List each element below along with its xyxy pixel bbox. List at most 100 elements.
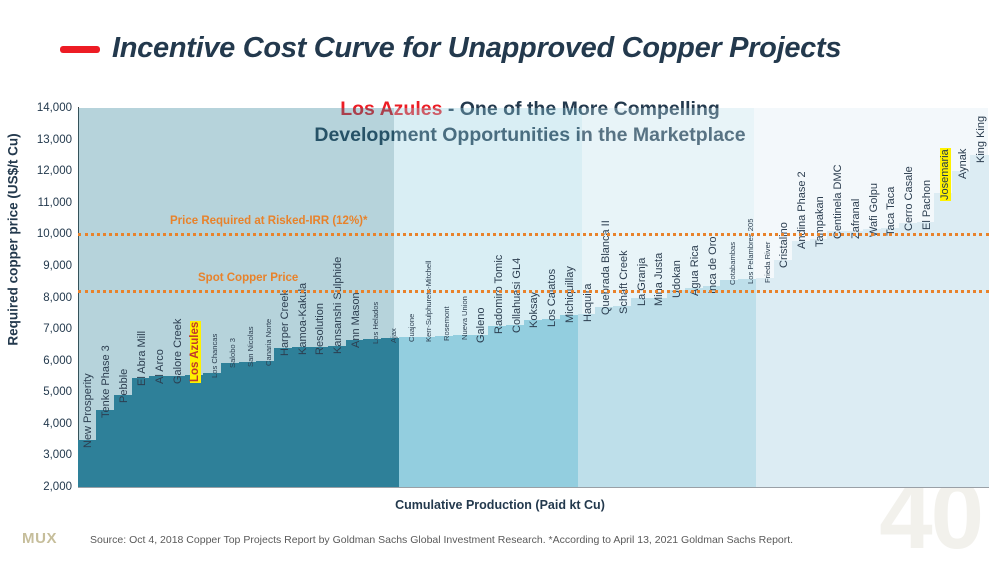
bar-segment[interactable] xyxy=(452,335,472,487)
bar-segment[interactable] xyxy=(292,347,311,487)
project-label: Radomiro Tomic xyxy=(492,254,505,334)
project-label: Resolution xyxy=(314,302,327,355)
bar-segment[interactable] xyxy=(274,348,293,487)
bar-segment[interactable] xyxy=(381,337,400,487)
bar-segment[interactable] xyxy=(541,318,561,487)
y-tick-label: 11,000 xyxy=(37,196,72,209)
bar-segment[interactable] xyxy=(863,228,882,487)
bar-segment[interactable] xyxy=(702,286,721,487)
project-label: Salobo 3 xyxy=(228,337,238,368)
bar-segment[interactable] xyxy=(506,325,525,487)
y-axis-ticks: 14,000 13,000 12,000 11,000 10,000 9,000 8,000… xyxy=(6,102,72,493)
bar-segment[interactable] xyxy=(898,223,918,487)
subtitle-line2: Development Opportunities in the Marketp… xyxy=(314,124,746,146)
bar-segment[interactable] xyxy=(488,325,507,487)
threshold-label: Spot Copper Price xyxy=(198,271,299,284)
project-label: New Prosperity xyxy=(82,373,95,448)
project-label: Cerro Casale xyxy=(903,166,916,232)
bar-segment[interactable] xyxy=(827,231,846,487)
project-label: Los Calatos xyxy=(546,268,559,327)
y-tick-label: 3,000 xyxy=(43,449,72,462)
bar-segment[interactable] xyxy=(78,439,97,487)
bar-segment[interactable] xyxy=(95,409,115,487)
y-tick-label: 10,000 xyxy=(36,228,72,241)
bar-segment[interactable] xyxy=(952,171,971,487)
threshold-line xyxy=(78,289,989,293)
project-label: Andina Phase 2 xyxy=(796,170,809,249)
source-note: Source: Oct 4, 2018 Copper Top Projects … xyxy=(90,534,794,546)
subtitle-highlight: Los Azules xyxy=(340,98,443,120)
project-label: Harper Creek xyxy=(278,290,291,357)
y-tick-label: 4,000 xyxy=(43,417,72,430)
bar-segment[interactable] xyxy=(327,346,347,487)
bar-segment[interactable] xyxy=(256,361,275,487)
bar-segment[interactable] xyxy=(202,373,222,487)
bar-segment[interactable] xyxy=(684,288,704,487)
y-tick-label: 12,000 xyxy=(36,165,72,178)
project-label: Frieda River xyxy=(763,241,773,283)
bar-segment[interactable] xyxy=(417,336,436,487)
bar-segment[interactable] xyxy=(185,374,204,487)
bar-segment[interactable] xyxy=(970,155,989,487)
project-label: Wafi Golpu xyxy=(867,182,880,237)
project-label: Koksay xyxy=(528,291,541,328)
project-label: Los Pelambres 205 xyxy=(745,218,755,284)
y-axis-title: Required copper price (US$/t Cu) xyxy=(5,133,21,346)
bar-segment[interactable] xyxy=(131,378,150,487)
y-tick-label: 8,000 xyxy=(43,291,72,304)
bar-segment[interactable] xyxy=(559,314,579,487)
bar-segment[interactable] xyxy=(613,306,632,487)
project-label: Los Azules xyxy=(189,320,202,383)
project-label: Agua Rica xyxy=(689,245,702,297)
bar-segment[interactable] xyxy=(880,228,900,487)
bar-segment[interactable] xyxy=(470,334,489,487)
bar-segment[interactable] xyxy=(631,298,650,487)
mux-logo: MUX xyxy=(22,530,58,547)
project-label: Cotabambas xyxy=(727,242,737,286)
bar-segment[interactable] xyxy=(720,280,739,487)
bar-segment[interactable] xyxy=(934,193,953,487)
bar-segment[interactable] xyxy=(309,346,329,487)
project-label: San Nicolas xyxy=(246,326,255,368)
project-label: Al Arco xyxy=(153,349,166,385)
bar-segment[interactable] xyxy=(167,375,186,487)
project-label: Tenke Phase 3 xyxy=(100,344,113,418)
bar-segment[interactable] xyxy=(845,230,864,487)
y-tick-label: 5,000 xyxy=(43,386,72,399)
project-label: Taca Taca xyxy=(885,186,898,237)
bar-segment[interactable] xyxy=(756,277,775,487)
bar-segment[interactable] xyxy=(363,338,382,487)
bar-segment[interactable] xyxy=(149,376,168,487)
bar-segment[interactable] xyxy=(577,313,597,487)
bar-segment[interactable] xyxy=(399,337,418,487)
bar-segment[interactable] xyxy=(648,297,668,487)
bar-segment[interactable] xyxy=(434,335,454,487)
y-tick-label: 9,000 xyxy=(43,259,72,272)
bar-segment[interactable] xyxy=(113,395,133,487)
project-label: Mina Justa xyxy=(653,252,666,306)
bar-segment[interactable] xyxy=(666,289,686,487)
project-label: Aynak xyxy=(956,148,969,180)
y-tick-label: 13,000 xyxy=(36,133,72,146)
project-label: Rosemont xyxy=(442,306,452,341)
project-label: Centinela DMC xyxy=(831,164,844,240)
bar-segment[interactable] xyxy=(773,259,793,487)
bar-segment[interactable] xyxy=(220,362,240,487)
bar-segment[interactable] xyxy=(916,221,936,487)
x-axis-title: Cumulative Production (Paid kt Cu) xyxy=(395,498,605,512)
bar-segment[interactable] xyxy=(809,239,828,487)
bar-segment[interactable] xyxy=(238,362,258,487)
bar-segment[interactable] xyxy=(524,319,543,487)
project-label: Galore Creek xyxy=(171,318,184,384)
project-label: Tampakan xyxy=(813,196,826,248)
bar-segment[interactable] xyxy=(738,278,757,487)
red-dash-icon xyxy=(60,46,100,53)
project-label: Pebble xyxy=(118,369,131,404)
bar-segment[interactable] xyxy=(595,306,614,487)
y-axis-line xyxy=(78,107,80,488)
bar-segment[interactable] xyxy=(791,240,811,487)
project-label: El Abra Mill xyxy=(135,331,148,387)
project-label: Ann Mason xyxy=(350,292,363,349)
bar-segment[interactable] xyxy=(345,340,365,487)
page-title: Incentive Cost Curve for Unapproved Copp… xyxy=(112,32,842,64)
